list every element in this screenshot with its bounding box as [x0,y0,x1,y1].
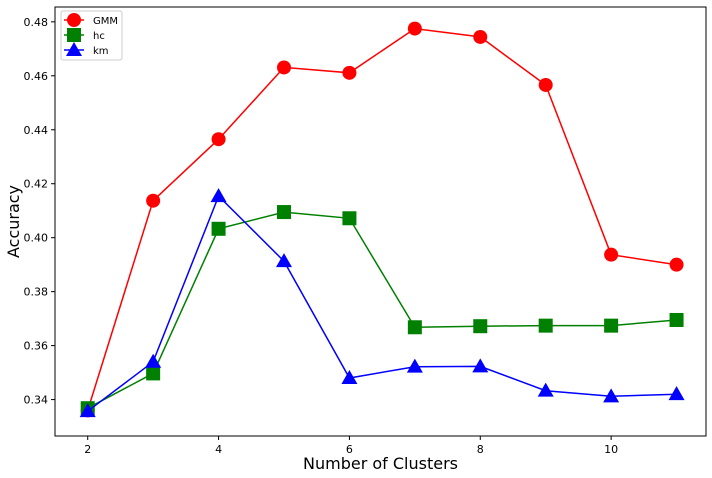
legend-marker-km [66,42,82,56]
x-tick-label-10: 10 [604,443,618,456]
data-point-hc-6 [342,211,357,226]
plot-area [54,6,707,437]
data-point-hc-3 [146,366,161,381]
y-tick-label-0.40: 0.40 [24,232,49,245]
x-axis-ticks: 2 4 6 8 10 [84,436,618,456]
legend: GMM hc km [60,10,123,61]
data-point-hc-8 [473,319,488,334]
legend-label-km: km [93,46,109,57]
data-point-km-9 [537,382,554,397]
legend-label-hc: hc [93,31,105,42]
data-point-km-7 [406,358,423,373]
series-km [79,188,685,418]
data-point-hc-9 [538,318,553,333]
legend-marker-gmm [67,13,81,27]
data-point-gmm-3 [146,193,161,208]
data-point-gmm-10 [604,247,619,262]
data-point-hc-5 [276,205,291,220]
y-axis-label: Accuracy [4,185,23,258]
data-point-km-2 [79,403,96,418]
data-point-gmm-9 [538,77,553,92]
data-point-hc-11 [669,312,684,327]
series-layer [79,21,685,418]
y-tick-label-0.38: 0.38 [24,286,49,299]
data-point-gmm-4 [211,132,226,147]
data-point-km-5 [275,253,292,268]
data-point-km-8 [472,358,489,373]
legend-marker-hc [67,28,81,42]
data-point-km-10 [603,388,620,403]
data-point-gmm-5 [276,60,291,75]
series-line-gmm [86,27,677,411]
y-tick-label-0.36: 0.36 [24,340,49,353]
y-tick-label-0.48: 0.48 [24,16,49,29]
x-tick-label-2: 2 [84,443,91,456]
y-tick-label-0.44: 0.44 [24,124,49,137]
x-tick-label-8: 8 [477,443,484,456]
x-tick-label-4: 4 [215,443,222,456]
data-point-gmm-8 [473,29,488,44]
data-point-gmm-11 [669,257,684,272]
x-axis-label: Number of Clusters [303,454,458,473]
series-gmm [80,21,684,418]
data-point-gmm-7 [407,21,422,36]
data-point-km-11 [668,386,685,401]
series-line-km [87,194,677,412]
data-point-hc-7 [407,320,422,335]
legend-label-gmm: GMM [93,16,118,27]
y-tick-label-0.34: 0.34 [24,394,49,407]
data-point-km-3 [145,353,162,368]
y-axis-ticks: 0.34 0.36 0.38 0.40 0.42 0.44 0.46 0.48 [24,16,55,407]
data-point-gmm-6 [342,65,357,80]
data-point-km-4 [210,188,227,203]
y-tick-label-0.42: 0.42 [24,178,49,191]
y-tick-label-0.46: 0.46 [24,70,49,83]
series-line-hc [87,211,677,409]
data-point-hc-10 [604,318,619,333]
x-tick-label-6: 6 [346,443,353,456]
data-point-km-6 [341,369,358,384]
data-point-hc-4 [211,221,226,236]
